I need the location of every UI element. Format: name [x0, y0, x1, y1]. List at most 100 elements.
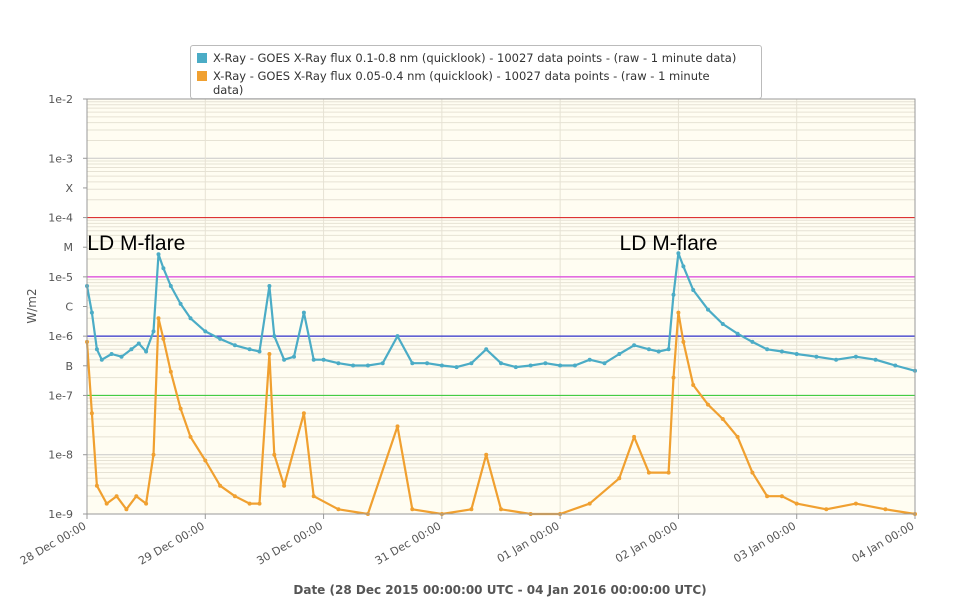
y-axis: 1e-9 1e-8 1e-7 B 1e-6 C 1e-5 M 1e-4 X 1e-3 1e-2 — [48, 93, 87, 521]
data-point — [632, 343, 637, 348]
data-point — [671, 375, 676, 380]
x-tick-label: 04 Jan 00:00 — [850, 519, 917, 565]
data-point — [794, 352, 799, 356]
data-point — [311, 357, 316, 362]
data-point — [380, 361, 385, 366]
data-point — [151, 329, 156, 334]
data-point — [484, 347, 489, 352]
data-point — [282, 483, 287, 488]
y-tick-label: X — [65, 182, 73, 195]
data-point — [750, 339, 755, 344]
data-point — [188, 434, 193, 439]
data-point — [602, 361, 607, 366]
gridlines — [86, 99, 916, 515]
data-point — [188, 316, 193, 321]
data-point — [528, 363, 533, 368]
x-tick-label: 03 Jan 00:00 — [731, 519, 798, 565]
series-layer — [85, 251, 917, 516]
legend-swatch-series-1 — [197, 53, 207, 63]
data-point — [671, 292, 676, 297]
data-point — [893, 363, 898, 368]
data-point — [750, 470, 755, 475]
data-point — [89, 411, 94, 416]
data-point — [656, 349, 661, 354]
data-point — [666, 347, 671, 352]
data-point — [89, 310, 94, 315]
data-point — [247, 347, 252, 352]
data-point — [109, 352, 114, 356]
legend-swatch-series-2 — [197, 71, 207, 81]
data-point — [144, 349, 149, 354]
data-point — [104, 501, 109, 506]
data-point — [134, 494, 139, 499]
data-point — [161, 336, 166, 341]
data-point — [203, 329, 208, 334]
data-point — [395, 424, 400, 429]
y-tick-label: B — [65, 360, 73, 373]
flare-annotation: LD M-flare — [87, 232, 185, 255]
y-tick-label: 1e-8 — [48, 449, 73, 462]
x-axis: 28 Dec 00:00 29 Dec 00:00 30 Dec 00:00 31 D… — [18, 514, 917, 568]
data-point — [336, 361, 341, 366]
data-point — [365, 363, 370, 368]
legend-label-series-2: X-Ray - GOES X-Ray flux 0.05-0.4 nm (qui… — [213, 69, 710, 97]
y-tick-label: C — [65, 301, 73, 314]
y-tick-label: 1e-9 — [48, 508, 73, 521]
data-point — [247, 501, 252, 506]
y-tick-label: 1e-3 — [48, 152, 73, 165]
series-2 — [85, 310, 917, 516]
data-point — [572, 363, 577, 368]
data-point — [720, 322, 725, 326]
x-axis-label: Date (28 Dec 2015 00:00:00 UTC - 04 Jan … — [293, 583, 706, 597]
legend-label-series-1: X-Ray - GOES X-Ray flux 0.1-0.8 nm (quic… — [213, 51, 737, 65]
data-point — [94, 483, 99, 488]
y-tick-label: 1e-2 — [48, 93, 73, 106]
data-point — [676, 310, 681, 315]
x-tick-label: 02 Jan 00:00 — [613, 519, 680, 565]
legend-item-series-1[interactable]: X-Ray - GOES X-Ray flux 0.1-0.8 nm (quic… — [197, 51, 736, 65]
data-point — [168, 369, 173, 374]
x-tick-label: 31 Dec 00:00 — [373, 519, 444, 567]
data-point — [124, 507, 129, 512]
data-point — [114, 494, 119, 499]
data-point — [301, 411, 306, 416]
data-point — [853, 501, 858, 506]
data-point — [681, 339, 686, 344]
data-point — [706, 402, 710, 407]
data-point — [834, 357, 839, 362]
data-point — [311, 494, 316, 499]
data-point — [765, 494, 770, 499]
data-point — [272, 334, 277, 339]
data-point — [99, 357, 104, 362]
data-point — [735, 434, 740, 439]
data-point — [587, 501, 592, 506]
data-point — [151, 452, 156, 457]
annotations: LD M-flare LD M-flare — [87, 232, 717, 255]
data-point — [676, 251, 681, 256]
data-point — [646, 470, 651, 475]
data-point — [410, 507, 415, 512]
data-point — [617, 352, 622, 356]
data-point — [232, 343, 237, 348]
data-point — [543, 361, 548, 366]
x-tick-label: 28 Dec 00:00 — [18, 519, 89, 567]
data-point — [720, 417, 725, 421]
data-point — [794, 501, 799, 506]
y-tick-label: M — [64, 241, 74, 254]
data-point — [513, 365, 518, 370]
data-point — [499, 361, 503, 366]
legend-item-series-2[interactable]: X-Ray - GOES X-Ray flux 0.05-0.4 nm (qui… — [197, 69, 757, 97]
data-point — [587, 357, 592, 362]
data-point — [469, 361, 474, 366]
data-point — [161, 266, 166, 271]
data-point — [558, 363, 563, 368]
data-point — [156, 252, 161, 257]
data-point — [691, 383, 696, 387]
data-point — [94, 347, 99, 352]
data-point — [292, 354, 296, 359]
data-point — [646, 347, 651, 352]
data-point — [425, 361, 430, 366]
data-point — [853, 354, 858, 359]
series-line — [85, 311, 916, 516]
